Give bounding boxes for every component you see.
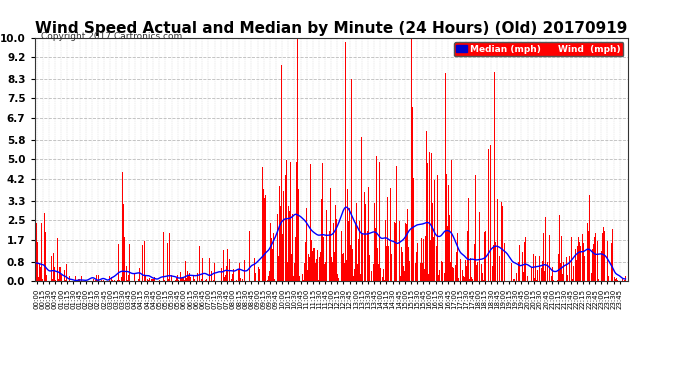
Legend: Median (mph), Wind  (mph): Median (mph), Wind (mph)	[454, 42, 623, 56]
Text: Copyright 2017 Cartronics.com: Copyright 2017 Cartronics.com	[41, 32, 183, 41]
Title: Wind Speed Actual and Median by Minute (24 Hours) (Old) 20170919: Wind Speed Actual and Median by Minute (…	[35, 21, 627, 36]
